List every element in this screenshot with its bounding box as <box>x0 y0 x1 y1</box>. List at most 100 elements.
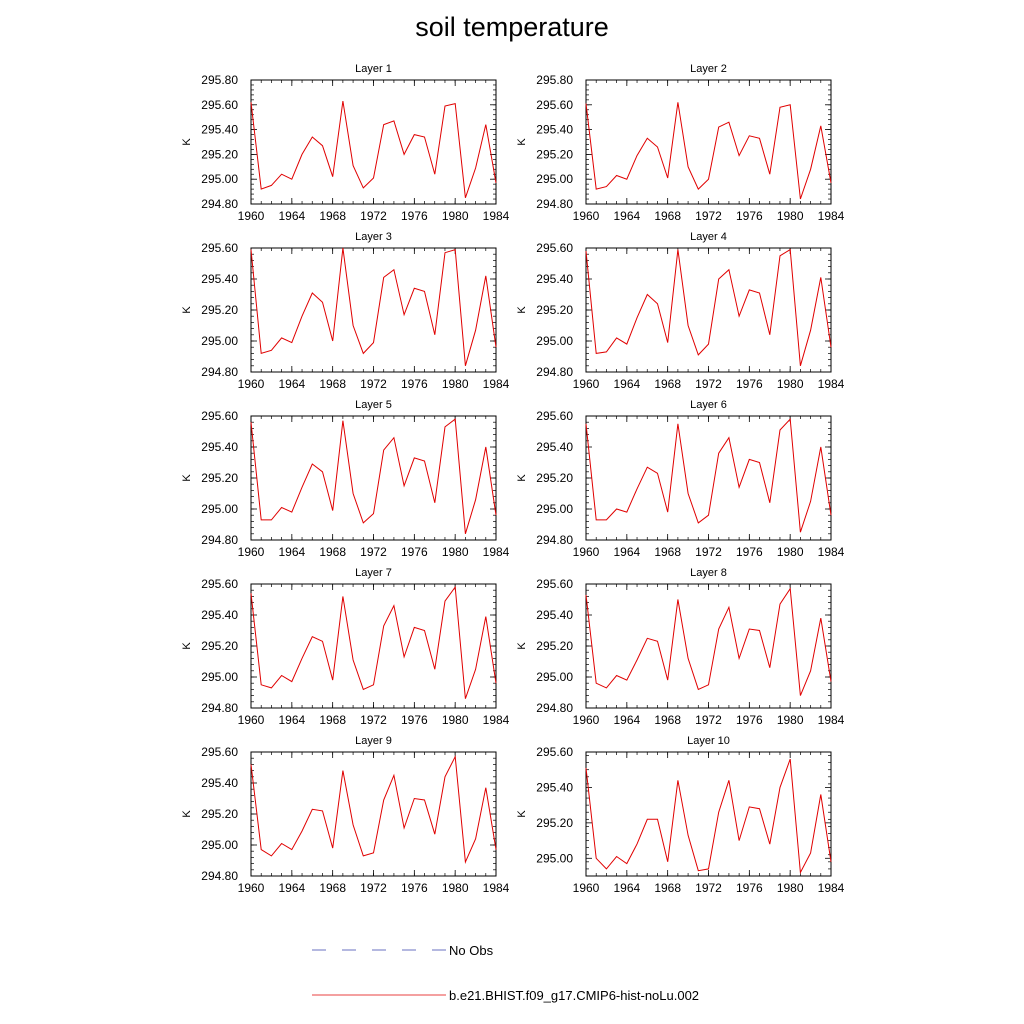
y-tick-label: 295.60 <box>536 241 573 255</box>
y-tick-label: 295.40 <box>201 440 238 454</box>
y-axis-label: K <box>516 642 528 650</box>
series-line <box>585 587 832 696</box>
chart-panel-1: Layer 1 K 1960 1964 1968 1972 1976 1980 1984 294.… <box>181 63 510 223</box>
x-tick-label: 1972 <box>360 713 387 727</box>
x-tick-label: 1972 <box>360 545 387 559</box>
panel-title: Layer 6 <box>690 399 727 411</box>
x-tick-label: 1964 <box>613 545 640 559</box>
chart-panel-9: Layer 9 K 1960 1964 1968 1972 1976 1980 1984 294.… <box>181 735 510 895</box>
y-axis-label: K <box>181 306 193 314</box>
y-tick-label: 295.00 <box>536 172 573 186</box>
y-tick-label: 294.80 <box>536 365 573 379</box>
plot-frame <box>250 751 497 877</box>
x-tick-label: 1960 <box>238 377 265 391</box>
y-tick-label: 295.60 <box>201 241 238 255</box>
x-tick-label: 1980 <box>777 881 804 895</box>
y-tick-label: 295.60 <box>536 745 573 759</box>
y-tick-label: 294.80 <box>201 365 238 379</box>
x-tick-label: 1984 <box>818 881 845 895</box>
panel-title: Layer 1 <box>355 63 392 75</box>
series-line <box>585 417 832 533</box>
x-tick-label: 1984 <box>483 881 510 895</box>
plot-frame <box>250 415 497 541</box>
x-tick-label: 1968 <box>654 881 681 895</box>
x-tick-label: 1984 <box>818 713 845 727</box>
y-tick-label: 294.80 <box>201 197 238 211</box>
y-tick-label: 295.20 <box>536 816 573 830</box>
x-tick-label: 1976 <box>401 713 428 727</box>
y-tick-label: 294.80 <box>536 533 573 547</box>
x-tick-label: 1964 <box>278 713 305 727</box>
y-tick-label: 295.00 <box>536 502 573 516</box>
x-tick-label: 1960 <box>573 377 600 391</box>
y-axis-label: K <box>181 642 193 650</box>
x-tick-label: 1980 <box>777 377 804 391</box>
y-tick-label: 295.00 <box>201 172 238 186</box>
y-tick-label: 295.00 <box>201 334 238 348</box>
y-tick-label: 295.60 <box>536 409 573 423</box>
x-tick-label: 1984 <box>818 209 845 223</box>
x-tick-label: 1964 <box>278 545 305 559</box>
y-tick-label: 295.20 <box>201 471 238 485</box>
y-tick-label: 295.80 <box>201 73 238 87</box>
x-tick-label: 1960 <box>573 209 600 223</box>
x-tick-label: 1984 <box>818 377 845 391</box>
x-tick-label: 1964 <box>613 713 640 727</box>
x-tick-label: 1972 <box>695 377 722 391</box>
y-tick-label: 294.80 <box>201 869 238 883</box>
x-tick-label: 1972 <box>360 881 387 895</box>
y-axis-label: K <box>516 138 528 146</box>
y-tick-label: 295.20 <box>201 639 238 653</box>
y-tick-label: 295.20 <box>536 303 573 317</box>
x-tick-label: 1972 <box>360 377 387 391</box>
y-tick-label: 295.60 <box>201 409 238 423</box>
series-line <box>250 418 497 534</box>
x-tick-label: 1972 <box>695 209 722 223</box>
series-line <box>250 247 497 366</box>
x-tick-label: 1980 <box>442 713 469 727</box>
panel-title: Layer 5 <box>355 399 392 411</box>
y-axis-label: K <box>181 810 193 818</box>
y-tick-label: 295.20 <box>536 639 573 653</box>
y-tick-label: 295.20 <box>201 147 238 161</box>
y-tick-label: 295.40 <box>536 272 573 286</box>
panel-title: Layer 9 <box>355 735 392 747</box>
x-tick-label: 1984 <box>818 545 845 559</box>
x-tick-label: 1980 <box>442 377 469 391</box>
x-tick-label: 1960 <box>238 209 265 223</box>
x-tick-label: 1964 <box>278 209 305 223</box>
x-tick-label: 1972 <box>360 209 387 223</box>
x-tick-label: 1984 <box>483 545 510 559</box>
chart-panel-7: Layer 7 K 1960 1964 1968 1972 1976 1980 1984 294.… <box>181 567 510 727</box>
series-line <box>585 248 832 366</box>
panel-title: Layer 4 <box>690 231 727 243</box>
plot-frame <box>250 247 497 373</box>
x-tick-label: 1968 <box>319 209 346 223</box>
y-tick-label: 295.60 <box>201 745 238 759</box>
x-tick-label: 1968 <box>319 881 346 895</box>
y-tick-label: 294.80 <box>201 533 238 547</box>
y-tick-label: 295.40 <box>536 608 573 622</box>
y-tick-label: 295.40 <box>201 776 238 790</box>
x-tick-label: 1964 <box>613 881 640 895</box>
x-tick-label: 1968 <box>654 713 681 727</box>
x-tick-label: 1960 <box>238 881 265 895</box>
series-line <box>585 102 832 200</box>
x-tick-label: 1964 <box>278 377 305 391</box>
y-tick-label: 295.00 <box>536 851 573 865</box>
x-tick-label: 1972 <box>695 713 722 727</box>
y-tick-label: 294.80 <box>201 701 238 715</box>
x-tick-label: 1980 <box>442 209 469 223</box>
x-tick-label: 1972 <box>695 545 722 559</box>
x-tick-label: 1984 <box>483 209 510 223</box>
chart-panel-2: Layer 2 K 1960 1964 1968 1972 1976 1980 1984 294.… <box>516 63 845 223</box>
y-tick-label: 295.40 <box>536 123 573 137</box>
x-tick-label: 1980 <box>777 545 804 559</box>
x-tick-label: 1964 <box>278 881 305 895</box>
y-tick-label: 295.00 <box>536 670 573 684</box>
x-tick-label: 1968 <box>654 545 681 559</box>
chart-panel-3: Layer 3 K 1960 1964 1968 1972 1976 1980 1984 294.… <box>181 231 510 391</box>
y-tick-label: 295.40 <box>201 123 238 137</box>
y-tick-label: 295.00 <box>201 502 238 516</box>
